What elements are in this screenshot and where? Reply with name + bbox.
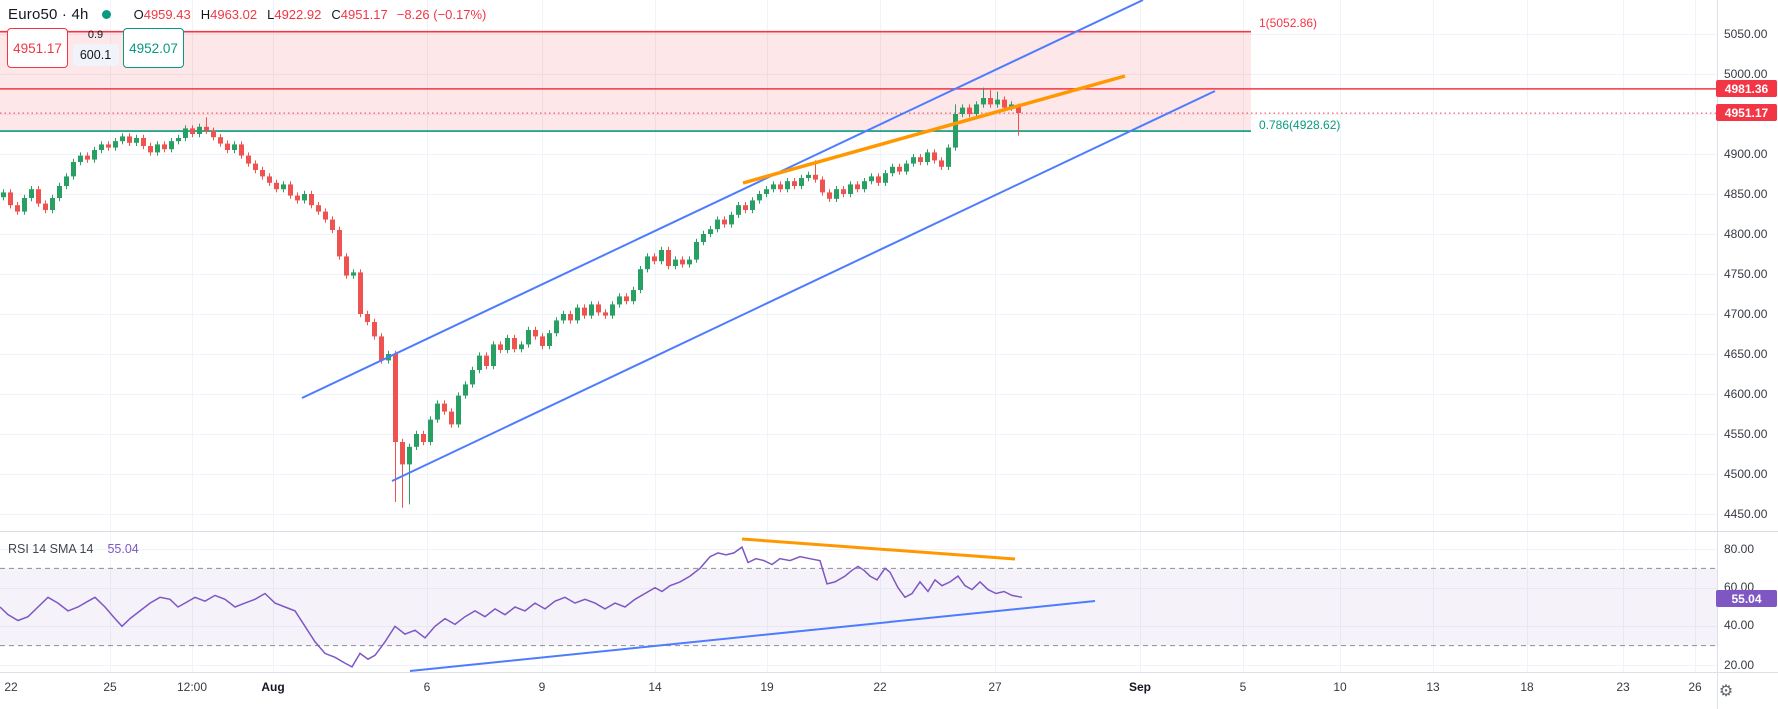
rsi-value: 55.04 xyxy=(107,542,139,556)
low-value: 4922.92 xyxy=(274,6,322,22)
price-badge: 55.04 xyxy=(1716,590,1777,607)
rsi-drawings[interactable] xyxy=(409,537,1096,672)
price-scale-label[interactable]: 4800.00 xyxy=(1724,227,1768,241)
time-scale-label[interactable]: 26 xyxy=(1688,680,1702,694)
price-scale-label[interactable]: 4850.00 xyxy=(1724,187,1768,201)
price-drawings[interactable] xyxy=(301,0,1216,482)
price-badge: 4981.36 xyxy=(1716,80,1777,97)
fib-level-1-label: 1(5052.86) xyxy=(1259,16,1318,30)
close-label: C xyxy=(331,6,341,22)
timezone-settings-gear-icon[interactable]: ⚙ xyxy=(1718,683,1734,700)
time-scale-label[interactable]: Aug xyxy=(261,680,285,694)
rsi-indicator-title[interactable]: RSI 14 SMA 14 xyxy=(8,542,94,556)
market-status-icon xyxy=(101,9,111,19)
symbol-title[interactable]: Euro50 · 4h xyxy=(8,5,89,23)
time-scale-label[interactable]: 10 xyxy=(1333,680,1347,694)
spread-widget: 0.9 600.1 xyxy=(70,28,121,68)
open-value: 4959.43 xyxy=(143,6,191,22)
time-scale-label[interactable]: 14 xyxy=(648,680,662,694)
time-scale-label[interactable]: 27 xyxy=(988,680,1002,694)
price-scale-label[interactable]: 4600.00 xyxy=(1724,387,1768,401)
price-scale-label[interactable]: 4500.00 xyxy=(1724,467,1768,481)
sell-button[interactable]: 4951.17 xyxy=(7,28,68,68)
rsi-line xyxy=(0,545,1023,668)
price-scale-label[interactable]: 4750.00 xyxy=(1724,267,1768,281)
price-scale-label[interactable]: 5050.00 xyxy=(1724,27,1768,41)
price-scale-label[interactable]: 4450.00 xyxy=(1724,507,1768,521)
high-value: 4963.02 xyxy=(210,6,258,22)
time-scale-label[interactable]: 18 xyxy=(1520,680,1534,694)
buy-button[interactable]: 4952.07 xyxy=(123,28,184,68)
symbol-legend: Euro50 · 4h O4959.43 H4963.02 L4922.92 C… xyxy=(8,4,486,24)
price-scale-label[interactable]: 4900.00 xyxy=(1724,147,1768,161)
price-scale-label[interactable]: 4550.00 xyxy=(1724,427,1768,441)
price-gridlines xyxy=(0,34,1717,666)
close-value: 4951.17 xyxy=(340,6,388,22)
time-scale-label[interactable]: 6 xyxy=(423,680,431,694)
price-scale-label[interactable]: 4650.00 xyxy=(1724,347,1768,361)
time-scale-label[interactable]: 9 xyxy=(538,680,546,694)
amount-field[interactable]: 600.1 xyxy=(72,44,119,66)
low-label: L xyxy=(267,6,275,22)
fib-level-0786-label: 0.786(4928.62) xyxy=(1259,118,1341,132)
time-scale-label[interactable]: 25 xyxy=(103,680,117,694)
rsi-scale-label[interactable]: 80.00 xyxy=(1724,542,1755,556)
fib-retracement-zone[interactable] xyxy=(0,30,1251,132)
candles xyxy=(1,87,1021,508)
price-badge: 4951.17 xyxy=(1716,104,1777,121)
rsi-scale-label[interactable]: 40.00 xyxy=(1724,618,1755,632)
price-scale-label[interactable]: 5000.00 xyxy=(1724,67,1768,81)
rsi-scale-label[interactable]: 20.00 xyxy=(1724,658,1755,672)
time-scale-label[interactable]: 13 xyxy=(1426,680,1440,694)
rsi-band xyxy=(0,567,1717,647)
rsi-legend: RSI 14 SMA 14 55.04 xyxy=(8,542,139,556)
time-scale-label[interactable]: 19 xyxy=(760,680,774,694)
time-scale-label[interactable]: 5 xyxy=(1239,680,1247,694)
change-value: −8.26 (−0.17%) xyxy=(396,6,487,22)
spread-value: 0.9 xyxy=(87,29,104,41)
ohlc-values: O4959.43 H4963.02 L4922.92 C4951.17 xyxy=(134,7,388,22)
time-scale-label[interactable]: 12:00 xyxy=(176,680,208,694)
open-label: O xyxy=(133,6,144,22)
time-scale-label[interactable]: Sep xyxy=(1128,680,1151,694)
time-scale-label[interactable]: 23 xyxy=(1616,680,1630,694)
high-label: H xyxy=(200,6,211,22)
price-scale-label[interactable]: 4700.00 xyxy=(1724,307,1768,321)
time-scale-label[interactable]: 22 xyxy=(4,680,18,694)
time-scale-label[interactable]: 22 xyxy=(873,680,887,694)
